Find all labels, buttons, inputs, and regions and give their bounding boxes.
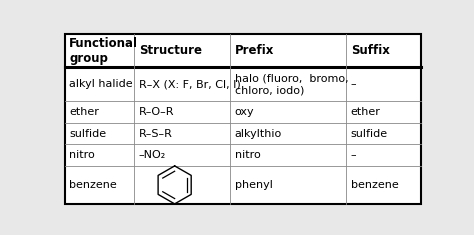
Text: sulfide: sulfide <box>69 129 106 139</box>
Text: alkyl halide: alkyl halide <box>69 79 133 89</box>
Text: –: – <box>351 150 356 160</box>
Text: R–O–R: R–O–R <box>139 107 174 117</box>
Text: sulfide: sulfide <box>351 129 388 139</box>
Text: halo (fluoro,  bromo,
chloro, iodo): halo (fluoro, bromo, chloro, iodo) <box>235 74 348 95</box>
Text: nitro: nitro <box>235 150 261 160</box>
Text: phenyl: phenyl <box>235 180 273 190</box>
Text: –NO₂: –NO₂ <box>139 150 166 160</box>
Text: benzene: benzene <box>351 180 399 190</box>
Text: –: – <box>351 79 356 89</box>
Text: oxy: oxy <box>235 107 255 117</box>
Text: nitro: nitro <box>69 150 95 160</box>
Text: ether: ether <box>351 107 381 117</box>
Text: Suffix: Suffix <box>351 44 390 57</box>
Text: Functional
group: Functional group <box>69 36 138 65</box>
Text: Structure: Structure <box>139 44 201 57</box>
Text: Prefix: Prefix <box>235 44 274 57</box>
Text: R–X (X: F, Br, Cl, I): R–X (X: F, Br, Cl, I) <box>139 79 240 89</box>
Text: R–S–R: R–S–R <box>139 129 173 139</box>
Text: alkylthio: alkylthio <box>235 129 282 139</box>
Text: benzene: benzene <box>69 180 117 190</box>
Text: ether: ether <box>69 107 99 117</box>
